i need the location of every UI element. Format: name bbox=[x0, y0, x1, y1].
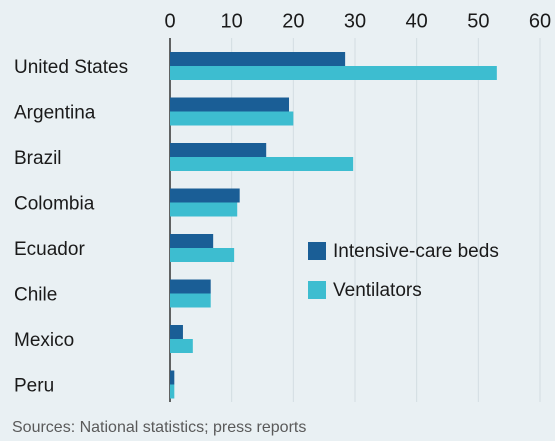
bar bbox=[170, 157, 354, 171]
x-tick-label: 30 bbox=[344, 10, 366, 32]
y-tick-label: Mexico bbox=[14, 330, 74, 351]
bar bbox=[170, 202, 238, 217]
y-tick-label: Brazil bbox=[14, 148, 62, 169]
bar bbox=[170, 248, 235, 262]
bar bbox=[170, 97, 290, 112]
source-note: Sources: National statistics; press repo… bbox=[12, 419, 306, 436]
x-tick-label: 50 bbox=[467, 10, 489, 32]
legend-label: Intensive-care beds bbox=[333, 241, 499, 262]
bar bbox=[170, 234, 214, 248]
bar bbox=[170, 52, 346, 66]
bar bbox=[170, 188, 240, 203]
x-tick-label: 40 bbox=[406, 10, 428, 32]
bar bbox=[170, 325, 183, 339]
bar bbox=[170, 66, 497, 80]
legend-label: Ventilators bbox=[333, 280, 422, 301]
y-tick-label: Chile bbox=[14, 285, 57, 306]
legend-swatch bbox=[308, 281, 326, 299]
y-tick-label: Argentina bbox=[14, 103, 96, 124]
y-tick-label: Peru bbox=[14, 376, 54, 397]
bar bbox=[170, 279, 211, 294]
legend-swatch bbox=[308, 242, 326, 260]
x-tick-label: 20 bbox=[282, 10, 304, 32]
bar bbox=[170, 143, 267, 157]
x-tick-label: 10 bbox=[221, 10, 243, 32]
y-tick-label: Colombia bbox=[14, 194, 95, 215]
bar bbox=[170, 384, 175, 399]
bar bbox=[170, 370, 175, 385]
x-tick-label: 60 bbox=[529, 10, 551, 32]
bar bbox=[170, 111, 294, 126]
x-tick-label: 0 bbox=[164, 10, 175, 32]
bar bbox=[170, 339, 193, 353]
y-tick-label: Ecuador bbox=[14, 239, 85, 260]
y-tick-label: United States bbox=[14, 57, 128, 78]
bar bbox=[170, 293, 211, 308]
